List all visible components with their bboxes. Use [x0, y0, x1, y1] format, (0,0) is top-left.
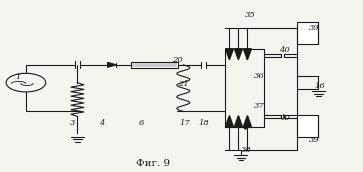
Polygon shape — [225, 49, 233, 60]
Text: 37: 37 — [253, 102, 264, 110]
Text: 1: 1 — [16, 73, 21, 81]
Polygon shape — [244, 116, 252, 127]
Text: 17: 17 — [180, 119, 191, 127]
Polygon shape — [234, 116, 242, 127]
Text: 20: 20 — [172, 56, 183, 64]
Text: 36: 36 — [253, 72, 264, 79]
Text: 38: 38 — [241, 146, 252, 154]
Text: 39: 39 — [309, 136, 320, 144]
Text: 40: 40 — [279, 46, 290, 54]
Polygon shape — [108, 63, 115, 67]
Polygon shape — [225, 116, 233, 127]
Polygon shape — [234, 49, 242, 60]
FancyBboxPatch shape — [297, 22, 318, 44]
Text: Фиг. 9: Фиг. 9 — [136, 159, 170, 168]
Text: 21: 21 — [178, 80, 189, 88]
Text: 3: 3 — [70, 119, 75, 127]
Polygon shape — [244, 49, 252, 60]
FancyBboxPatch shape — [132, 63, 177, 67]
FancyBboxPatch shape — [297, 115, 318, 137]
Text: 4: 4 — [99, 119, 105, 127]
FancyBboxPatch shape — [131, 62, 178, 68]
Text: 35: 35 — [245, 11, 255, 19]
Text: 40: 40 — [279, 114, 290, 122]
Text: 18: 18 — [199, 119, 209, 127]
Text: 6: 6 — [138, 119, 144, 127]
Text: 39: 39 — [309, 24, 320, 32]
Text: 16: 16 — [315, 82, 326, 90]
